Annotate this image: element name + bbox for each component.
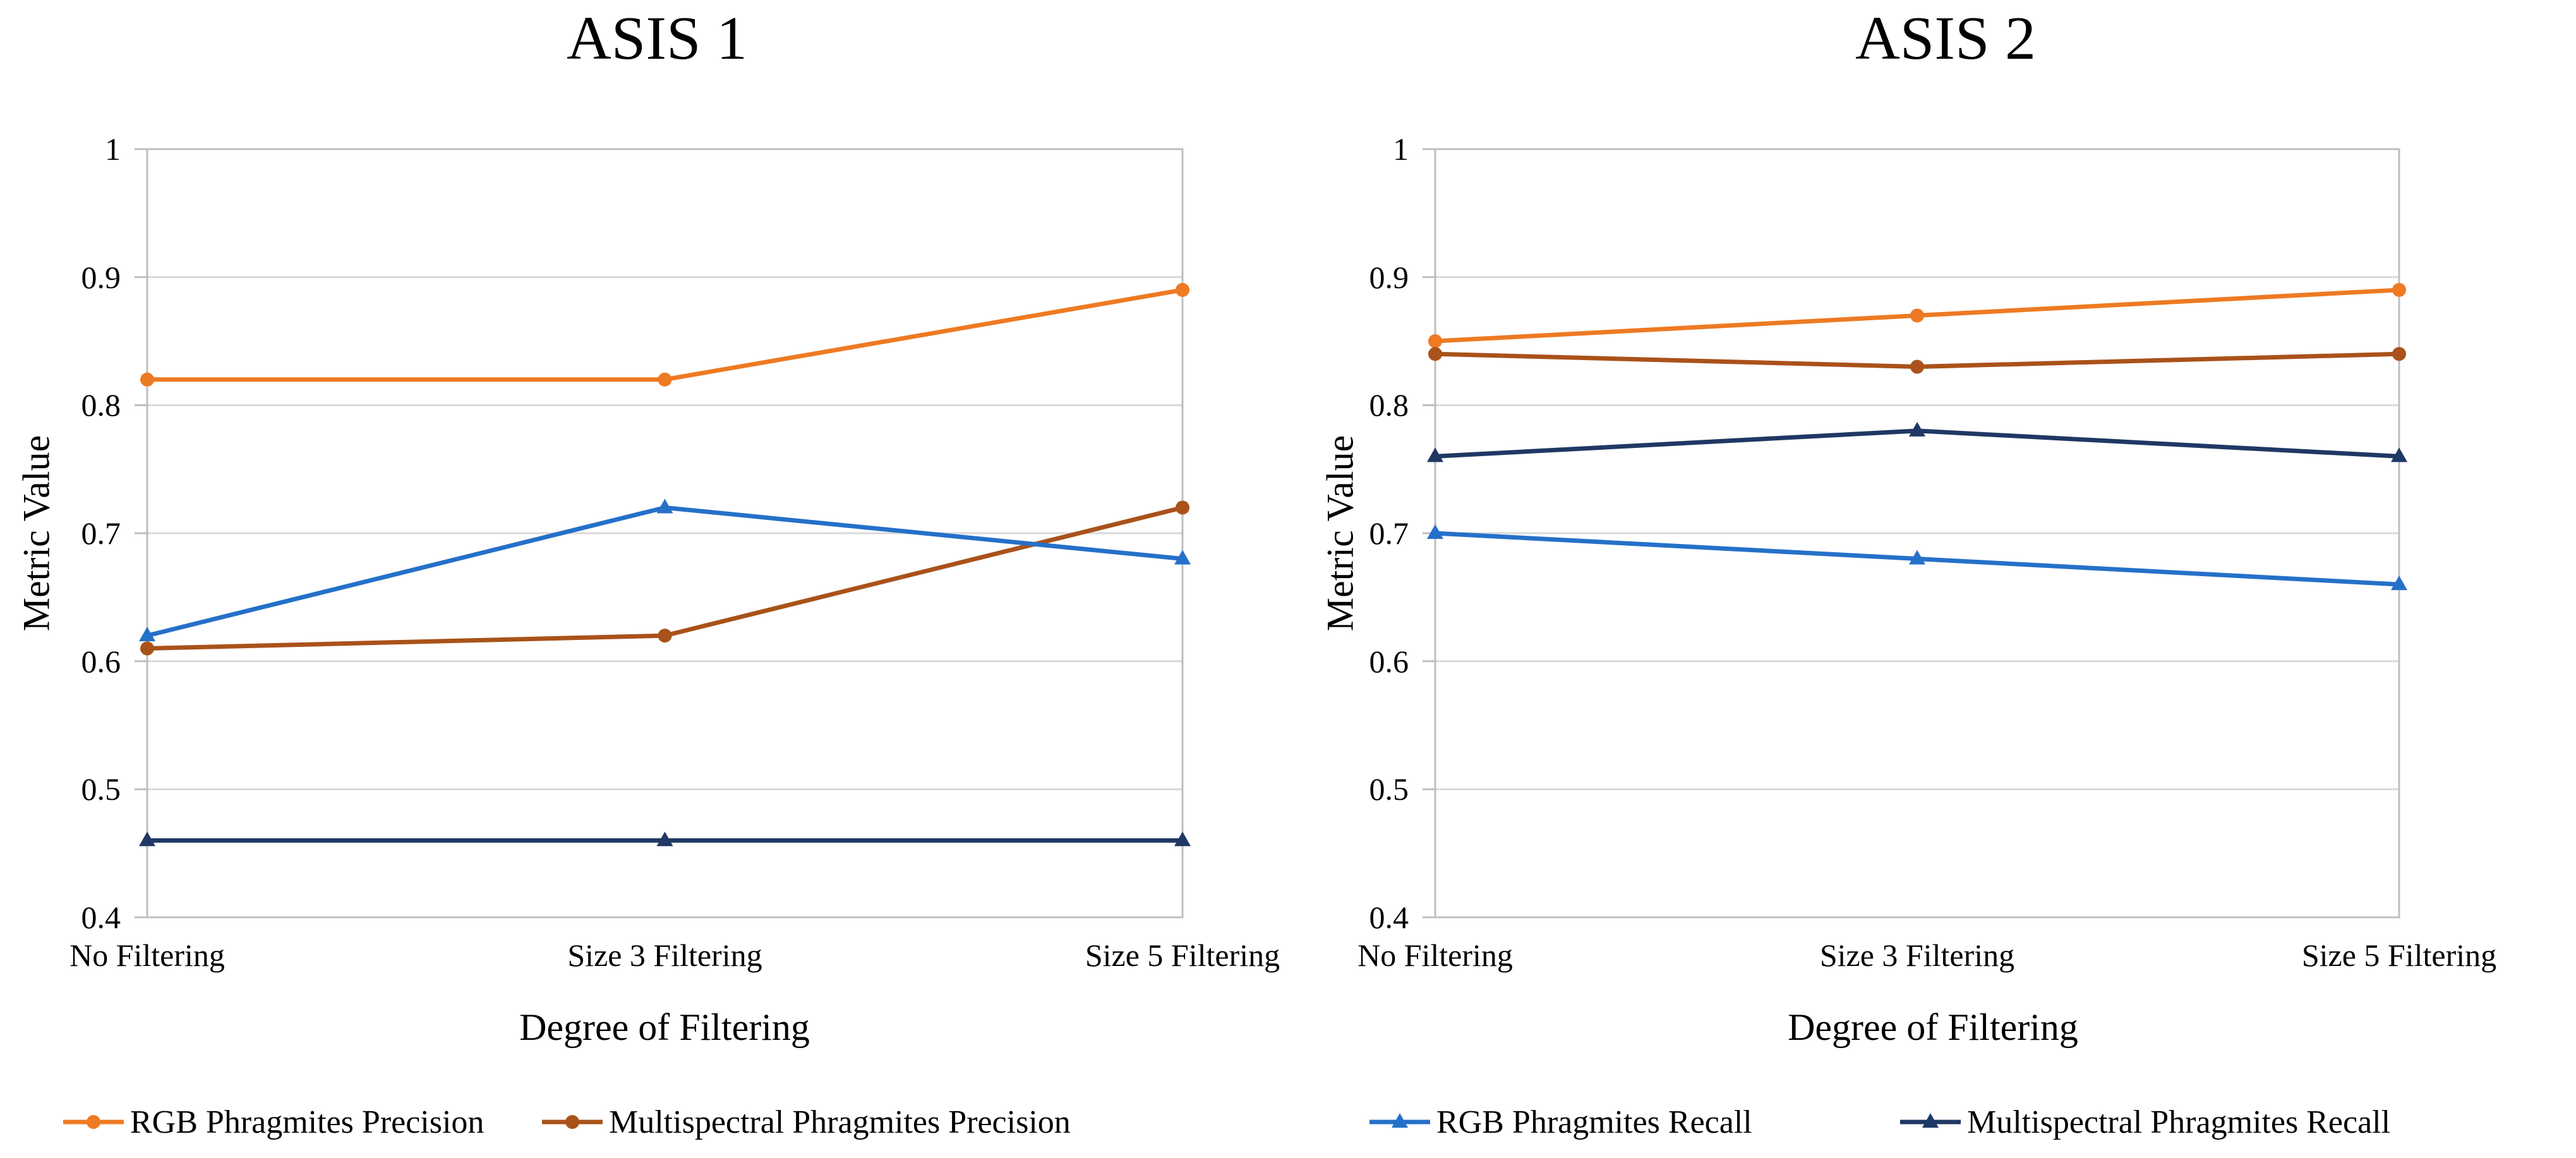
legend-label: RGB Phragmites Recall xyxy=(1436,1104,1752,1140)
data-point-marker xyxy=(1909,550,1925,565)
data-point-marker xyxy=(140,372,154,387)
data-point-marker xyxy=(658,372,672,387)
legend-item-rgb-recall: RGB Phragmites Recall xyxy=(1369,1101,1752,1143)
y-tick-label: 1 xyxy=(1393,131,1409,167)
data-point-marker xyxy=(1428,347,1442,361)
data-point-marker xyxy=(140,641,154,656)
legend-item-multispectral-precision: Multispectral Phragmites Precision xyxy=(542,1101,1071,1143)
data-point-marker xyxy=(1909,421,1925,437)
series-line xyxy=(145,505,1185,638)
x-category-label: Size 5 Filtering xyxy=(2301,938,2497,973)
y-tick-label: 0.5 xyxy=(1369,771,1409,807)
legend-label: RGB Phragmites Precision xyxy=(130,1104,485,1140)
legend-label: Multispectral Phragmites Precision xyxy=(609,1104,1071,1140)
data-point-marker xyxy=(1174,550,1191,565)
data-point-marker xyxy=(658,629,672,643)
data-point-marker xyxy=(1910,359,1924,374)
data-point-marker xyxy=(656,831,673,847)
chart1-x-axis-title: Degree of Filtering xyxy=(519,1006,810,1048)
series-line xyxy=(145,287,1185,382)
data-point-marker xyxy=(2391,576,2407,591)
data-point-marker xyxy=(1428,334,1442,348)
y-tick-label: 1 xyxy=(105,131,121,167)
data-point-marker xyxy=(1176,282,1189,297)
legend-line-circle-icon xyxy=(542,1115,603,1129)
legend-line-triangle-icon xyxy=(1369,1113,1430,1128)
data-point-marker xyxy=(139,627,155,642)
x-category-label: Size 3 Filtering xyxy=(1819,938,2015,973)
legend-line-circle-icon xyxy=(63,1115,124,1129)
data-point-marker xyxy=(139,831,155,847)
x-category-label: No Filtering xyxy=(69,938,225,973)
x-category-label: Size 3 Filtering xyxy=(567,938,762,973)
legend-item-multispectral-recall: Multispectral Phragmites Recall xyxy=(1900,1101,2390,1143)
y-tick-label: 0.6 xyxy=(81,643,121,679)
chart2-x-axis-title: Degree of Filtering xyxy=(1788,1006,2078,1048)
x-category-label: Size 5 Filtering xyxy=(1085,938,1280,973)
chart2-title: ASIS 2 xyxy=(1855,4,2036,73)
y-tick-label: 0.5 xyxy=(81,771,121,807)
legend-line-triangle-icon xyxy=(1900,1113,1961,1128)
data-point-marker xyxy=(1427,447,1443,462)
data-point-marker xyxy=(2392,282,2406,297)
y-tick-label: 0.4 xyxy=(81,900,121,935)
legend-item-rgb-precision: RGB Phragmites Precision xyxy=(63,1101,484,1143)
legend-label: Multispectral Phragmites Recall xyxy=(1967,1104,2391,1140)
y-tick-label: 0.9 xyxy=(81,259,121,295)
chart1-title: ASIS 1 xyxy=(567,4,747,73)
data-point-marker xyxy=(1174,831,1191,847)
data-point-marker xyxy=(2391,447,2407,462)
y-tick-label: 0.4 xyxy=(1369,900,1409,935)
data-point-marker xyxy=(1910,308,1924,323)
series-line xyxy=(145,505,1185,651)
y-tick-label: 0.6 xyxy=(1369,643,1409,679)
y-tick-label: 0.7 xyxy=(1369,516,1409,551)
y-tick-label: 0.7 xyxy=(81,516,121,551)
data-point-marker xyxy=(656,498,673,514)
y-tick-label: 0.8 xyxy=(81,387,121,423)
data-point-marker xyxy=(1176,500,1189,515)
y-tick-label: 0.9 xyxy=(1369,259,1409,295)
data-point-marker xyxy=(1427,524,1443,539)
x-category-label: No Filtering xyxy=(1357,938,1513,973)
y-tick-label: 0.8 xyxy=(1369,387,1409,423)
data-point-marker xyxy=(2392,347,2406,361)
